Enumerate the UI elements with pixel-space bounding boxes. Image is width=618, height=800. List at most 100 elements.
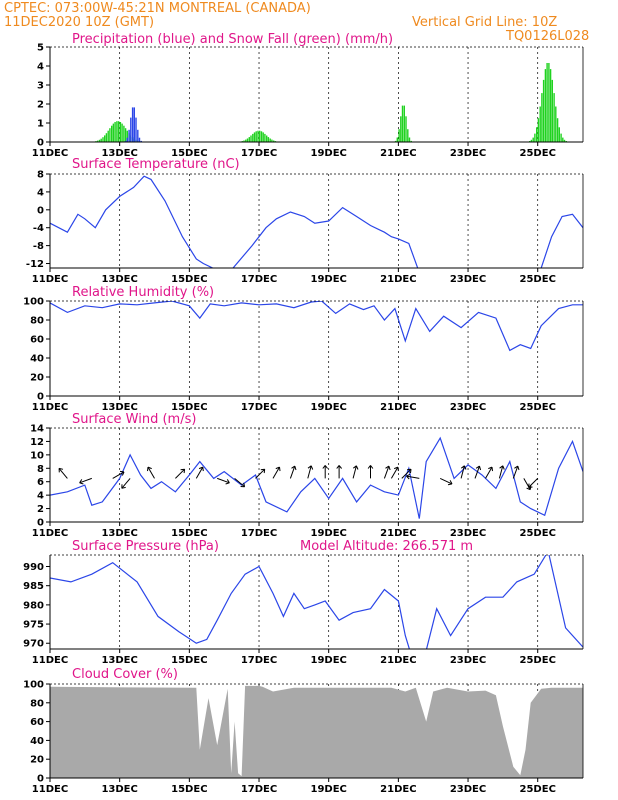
snow-bar	[548, 63, 550, 142]
cloud-area	[50, 685, 583, 778]
wind-line	[50, 436, 583, 519]
panel-rh: 0 20 40 60 80 100 11DEC 13DEC 15DEC 17DEC 19DEC 21D…	[23, 285, 584, 413]
wind-arrow-head	[449, 480, 453, 485]
snow-bar	[253, 132, 256, 142]
xtick-label-cloud: 15DEC	[171, 784, 207, 795]
snow-bar	[549, 69, 552, 142]
xtick-label-wind: 19DEC	[310, 528, 346, 539]
ytick-label-wind: 4	[37, 491, 44, 502]
snow-bar	[248, 137, 250, 142]
xtick-label-pressure: 25DEC	[520, 655, 556, 666]
wind-arrow	[498, 465, 504, 479]
wind-arrow-head	[528, 486, 533, 488]
xtick-label-cloud: 17DEC	[241, 784, 277, 795]
ytick-label-wind: 2	[37, 504, 44, 515]
snow-bar	[551, 79, 553, 142]
xtick-label-rh: 13DEC	[101, 402, 137, 413]
snow-bar	[532, 137, 534, 142]
grid-note: Vertical Grid Line: 10Z	[412, 15, 557, 30]
snow-bar	[537, 118, 540, 142]
wind-arrow-head	[279, 467, 281, 472]
snow-bar	[403, 105, 405, 142]
xtick-label-pressure: 23DEC	[450, 655, 486, 666]
snow-bar	[560, 133, 562, 142]
ytick-label-temp: 8	[37, 170, 44, 181]
ytick-label-rh: 100	[23, 297, 44, 308]
snow-bar	[243, 140, 245, 142]
xtick-label-temp: 19DEC	[310, 274, 346, 285]
snow-bar	[104, 135, 106, 142]
wind-arrow-head	[338, 465, 342, 469]
wind-arrow-head	[463, 465, 467, 470]
snow-bar	[266, 135, 268, 142]
ytick-label-temp: -8	[33, 241, 44, 252]
wind-arrow-head	[367, 465, 371, 469]
xtick-label-rh: 17DEC	[241, 402, 277, 413]
snow-bar	[546, 63, 548, 142]
ytick-label-cloud: 80	[30, 698, 44, 709]
xtick-label-cloud: 25DEC	[520, 784, 556, 795]
xtick-label-precip: 17DEC	[241, 148, 277, 159]
snow-bar	[264, 133, 266, 142]
xtick-label-wind: 21DEC	[380, 528, 416, 539]
rain-bar	[131, 107, 134, 142]
wind-arrow-head	[406, 473, 411, 477]
snow-bar	[245, 139, 247, 142]
wind-arrow-head	[475, 465, 480, 469]
ytick-label-rh: 0	[37, 392, 44, 403]
ytick-label-rh: 80	[30, 316, 44, 327]
wind-arrow	[58, 468, 68, 479]
snow-bar	[123, 125, 125, 142]
wind-arrow-head	[370, 465, 374, 469]
snow-bar	[544, 69, 547, 142]
snow-bar	[112, 123, 115, 142]
wind-arrow-head	[147, 467, 149, 472]
xtick-label-precip: 21DEC	[380, 148, 416, 159]
wind-arrow-head	[263, 469, 266, 474]
xtick-label-rh: 15DEC	[171, 402, 207, 413]
snow-bar	[100, 138, 102, 142]
wind-arrow	[234, 478, 245, 488]
snow-bar	[401, 105, 404, 142]
ytick-label-cloud: 40	[30, 736, 44, 747]
wind-arrow-head	[502, 465, 505, 470]
ytick-label-pressure: 975	[23, 620, 44, 631]
xtick-label-rh: 21DEC	[380, 402, 416, 413]
xtick-label-rh: 19DEC	[310, 402, 346, 413]
snow-bar	[105, 133, 108, 142]
panel-title-pressure: Surface Pressure (hPa)	[72, 539, 219, 554]
snow-bar	[408, 137, 411, 142]
xtick-label-precip: 15DEC	[171, 148, 207, 159]
wind-arrow	[460, 465, 465, 479]
run-time: 11DEC2020 10Z (GMT)	[4, 15, 154, 30]
snow-bar	[126, 130, 128, 142]
wind-arrow-head	[291, 465, 296, 469]
xtick-label-wind: 13DEC	[101, 528, 137, 539]
wind-arrow-head	[183, 469, 186, 474]
snow-bar	[541, 93, 543, 142]
wind-arrow-head	[479, 465, 482, 471]
wind-arrow-head	[460, 465, 465, 469]
panel-temp: -12 -8 -4 0 4 8 11DEC 13DEC 15DEC 17DEC 19DEC 21DEC…	[26, 157, 584, 285]
panel-title-precip: Precipitation (blue) and Snow Fall (gree…	[72, 32, 393, 47]
snow-bar	[124, 128, 127, 142]
snow-bar	[542, 79, 545, 142]
ytick-label-cloud: 20	[30, 755, 44, 766]
rain-bar	[130, 117, 132, 142]
snow-bar	[98, 139, 101, 142]
panel-wind: 0 2 4 6 8 10 12 14 11DEC 13DEC 15DEC 17DEC 19DEC 21DE…	[30, 412, 584, 539]
ytick-label-rh: 60	[30, 335, 44, 346]
wind-arrow-head	[202, 467, 204, 472]
xtick-label-wind: 11DEC	[32, 528, 68, 539]
ytick-label-temp: -4	[33, 223, 44, 234]
panel-title-cloud: Cloud Cover (%)	[72, 667, 178, 682]
snow-bar	[107, 130, 109, 142]
panel-cloud: 0 20 40 60 80 100 11DEC 13DEC 15DEC 17DEC 19DEC 21D…	[23, 667, 584, 795]
ytick-label-wind: 6	[37, 477, 44, 488]
wind-arrow-head	[226, 479, 230, 484]
wind-arrow-head	[322, 465, 326, 469]
rh-line	[50, 301, 583, 352]
wind-arrow-head	[407, 468, 412, 471]
wind-arrow-head	[79, 482, 84, 485]
wind-arrow-head	[180, 468, 185, 471]
